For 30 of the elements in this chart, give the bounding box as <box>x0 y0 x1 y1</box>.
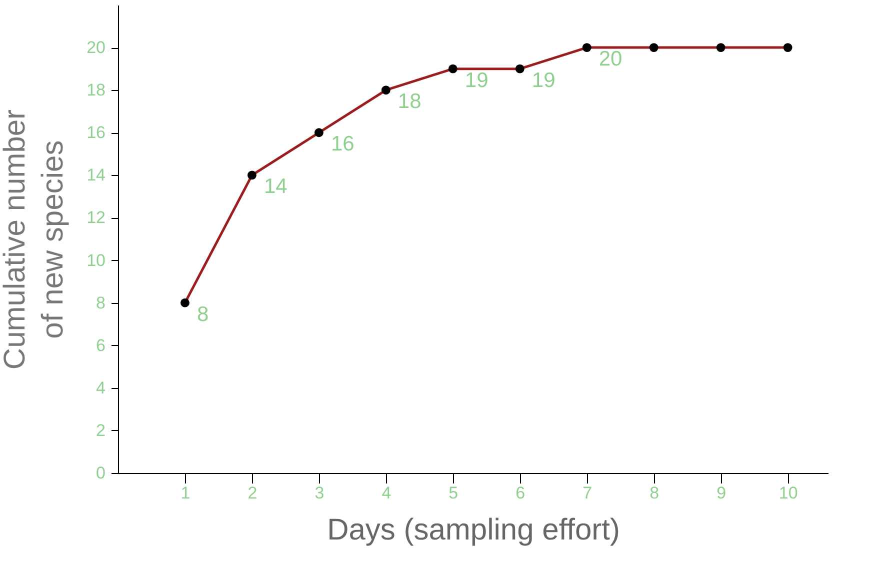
y-tick-label: 14 <box>86 166 106 185</box>
data-label: 20 <box>598 48 622 71</box>
x-tick-label: 4 <box>382 484 392 502</box>
y-tick-label: 10 <box>86 250 106 270</box>
y-tick-label: 4 <box>96 378 106 398</box>
x-tick-label: 9 <box>716 484 726 502</box>
x-tick-label: 2 <box>248 484 258 502</box>
y-tick-label: 16 <box>86 123 106 142</box>
y-tick-label: 6 <box>96 336 106 355</box>
data-label: 14 <box>264 175 288 198</box>
data-label: 18 <box>398 90 422 114</box>
x-tick-label: 7 <box>582 484 592 502</box>
y-tick-label: 18 <box>86 80 106 100</box>
data-label: 19 <box>532 68 556 92</box>
x-axis-title: Days (sampling effort) <box>327 514 620 546</box>
y-tick-label: 20 <box>86 38 106 58</box>
y-tick-label: 2 <box>96 420 106 440</box>
y-tick-label: 8 <box>96 293 106 312</box>
data-label: 16 <box>330 132 354 156</box>
x-tick-label: 6 <box>516 484 526 502</box>
x-tick-label: 5 <box>448 484 458 502</box>
y-tick-label: 12 <box>86 208 106 228</box>
y-axis-title: Cumulative number of new species <box>0 109 70 370</box>
y-tick-label: 0 <box>96 464 106 482</box>
x-tick-label: 10 <box>778 484 798 502</box>
x-tick-label: 8 <box>650 484 660 502</box>
data-label: 19 <box>464 68 488 92</box>
x-tick-label: 1 <box>180 484 190 502</box>
x-tick-label: 3 <box>314 484 324 502</box>
data-label: 8 <box>196 302 209 326</box>
